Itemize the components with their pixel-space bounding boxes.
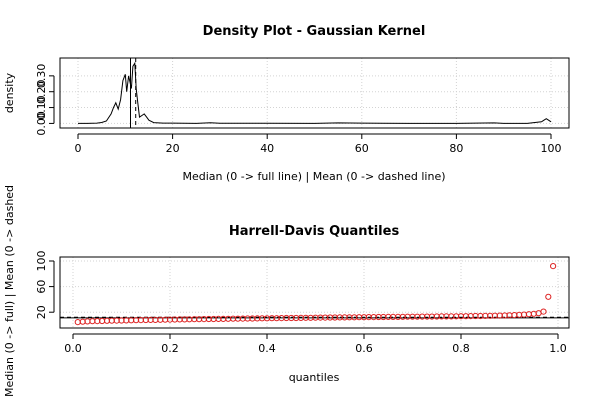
quantiles-x-tick-label: 0.4 bbox=[258, 342, 276, 355]
density-x-tick-label: 80 bbox=[449, 142, 463, 155]
density-reference-lines bbox=[130, 58, 137, 128]
quantiles-y-tick-label: 100 bbox=[35, 251, 48, 272]
quantiles-x-tick-label: 0.2 bbox=[161, 342, 179, 355]
quantiles-panel: Harrell-Davis Quantiles 0.0 0.2 0.4 0.6 0.8 1… bbox=[3, 185, 570, 397]
density-curve bbox=[78, 61, 552, 124]
quantiles-grid bbox=[60, 257, 569, 328]
density-x-tick-label: 60 bbox=[355, 142, 369, 155]
quantile-point bbox=[550, 263, 557, 270]
density-title: Density Plot - Gaussian Kernel bbox=[203, 24, 426, 39]
density-y-label: density bbox=[3, 72, 16, 113]
quantiles-y-tick-label: 20 bbox=[35, 305, 48, 319]
density-x-tick-label: 0 bbox=[75, 142, 82, 155]
quantiles-x-tick-label: 1.0 bbox=[549, 342, 567, 355]
density-x-label: Median (0 -> full line) | Mean (0 -> das… bbox=[182, 170, 445, 183]
quantile-point bbox=[74, 319, 81, 326]
density-x-axis: 0 20 40 60 80 100 bbox=[75, 133, 562, 155]
quantiles-x-tick-label: 0.8 bbox=[452, 342, 470, 355]
quantiles-points bbox=[74, 263, 557, 326]
quantiles-title: Harrell-Davis Quantiles bbox=[229, 224, 400, 239]
density-y-tick-label: 0.30 bbox=[35, 64, 48, 89]
quantile-point bbox=[540, 308, 547, 315]
quantile-point bbox=[545, 293, 552, 300]
quantiles-x-tick-label: 0.0 bbox=[64, 342, 82, 355]
quantiles-x-axis: 0.0 0.2 0.4 0.6 0.8 1.0 bbox=[64, 333, 567, 355]
density-grid bbox=[60, 58, 569, 128]
density-y-tick-label: 0.00 bbox=[35, 111, 48, 136]
quantiles-x-tick-label: 0.6 bbox=[355, 342, 373, 355]
density-y-axis: 0.000.100.200.30 bbox=[35, 64, 55, 136]
quantiles-y-axis: 20 60 100 bbox=[35, 251, 55, 319]
density-panel: Density Plot - Gaussian Kernel 0 20 40 60 80… bbox=[3, 24, 570, 183]
density-plot-frame bbox=[59, 57, 570, 129]
quantiles-x-label: quantiles bbox=[289, 371, 340, 384]
density-x-tick-label: 40 bbox=[260, 142, 274, 155]
quantiles-plot-frame bbox=[59, 256, 570, 329]
quantiles-y-tick-label: 60 bbox=[35, 280, 48, 294]
quantiles-y-label: Median (0 -> full) | Mean (0 -> dashed bbox=[3, 185, 16, 397]
density-y-tick-label: 0.10 bbox=[35, 95, 48, 120]
density-x-tick-label: 100 bbox=[541, 142, 562, 155]
density-y-tick-label: 0.20 bbox=[35, 79, 48, 104]
density-x-tick-label: 20 bbox=[166, 142, 180, 155]
